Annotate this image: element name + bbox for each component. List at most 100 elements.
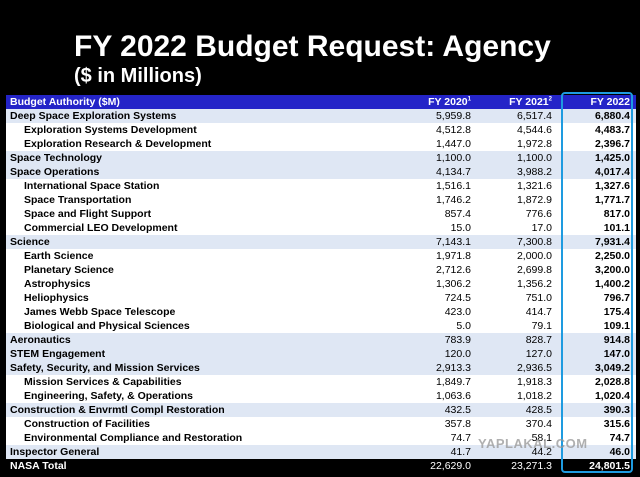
- value-cell: 751.0: [525, 292, 552, 304]
- value-cell: 4,483.7: [594, 124, 630, 136]
- table-row: Aeronautics 783.9 828.7 914.8: [6, 333, 636, 347]
- value-cell: 390.3: [603, 404, 630, 416]
- value-cell: 23,271.3: [511, 460, 552, 472]
- value-cell: 1,425.0: [594, 152, 630, 164]
- value-cell: 1,516.1: [435, 180, 471, 192]
- table-row: Biological and Physical Sciences 5.0 79.1 1…: [6, 319, 636, 333]
- value-cell: 44.2: [531, 446, 552, 458]
- column-header: Budget Authority ($M): [10, 96, 120, 108]
- value-cell: 828.7: [525, 334, 552, 346]
- value-cell: 857.4: [444, 208, 471, 220]
- table-row: Science 7,143.1 7,300.8 7,931.4: [6, 235, 636, 249]
- value-cell: 4,134.7: [435, 166, 471, 178]
- title: FY 2022 Budget Request: Agency: [74, 30, 551, 63]
- table-row: Construction of Facilities 357.8 370.4 315.…: [6, 417, 636, 431]
- row-label: Safety, Security, and Mission Services: [10, 362, 200, 374]
- row-label: Mission Services & Capabilities: [24, 376, 182, 388]
- column-header: FY 20212: [509, 95, 552, 109]
- table-row: Astrophysics 1,306.2 1,356.2 1,400.2: [6, 277, 636, 291]
- table-row: Exploration Research & Development 1,447.…: [6, 137, 636, 151]
- table-row: Planetary Science 2,712.6 2,699.8 3,200.0: [6, 263, 636, 277]
- value-cell: 22,629.0: [430, 460, 471, 472]
- row-label: Aeronautics: [10, 334, 71, 346]
- row-label: Construction of Facilities: [24, 418, 151, 430]
- row-label: Exploration Systems Development: [24, 124, 197, 136]
- value-cell: 1,100.0: [516, 152, 552, 164]
- table-row: Heliophysics 724.5 751.0 796.7: [6, 291, 636, 305]
- column-header: FY 20201: [428, 95, 471, 109]
- row-label: Heliophysics: [24, 292, 89, 304]
- row-label: Engineering, Safety, & Operations: [24, 390, 194, 402]
- row-label: Deep Space Exploration Systems: [10, 110, 177, 122]
- footnote-mark: 2: [548, 96, 552, 103]
- row-label: Space Transportation: [24, 194, 132, 206]
- row-label: James Webb Space Telescope: [24, 306, 176, 318]
- value-cell: 24,801.5: [589, 460, 630, 472]
- value-cell: 7,143.1: [435, 236, 471, 248]
- value-cell: 357.8: [444, 418, 471, 430]
- value-cell: 147.0: [603, 348, 630, 360]
- value-cell: 1,849.7: [435, 376, 471, 388]
- row-label: Astrophysics: [24, 278, 91, 290]
- value-cell: 414.7: [525, 306, 552, 318]
- value-cell: 914.8: [603, 334, 630, 346]
- row-label: International Space Station: [24, 180, 160, 192]
- value-cell: 2,936.5: [516, 362, 552, 374]
- value-cell: 3,049.2: [594, 362, 630, 374]
- table-row: Space Transportation 1,746.2 1,872.9 1,771.…: [6, 193, 636, 207]
- column-label: FY 2020: [428, 96, 468, 108]
- value-cell: 5.0: [456, 320, 471, 332]
- value-cell: 15.0: [450, 222, 471, 234]
- row-label: Construction & Envrmtl Compl Restoration: [10, 404, 225, 416]
- value-cell: 1,356.2: [516, 278, 552, 290]
- value-cell: 74.7: [609, 432, 630, 444]
- value-cell: 724.5: [444, 292, 471, 304]
- value-cell: 1,018.2: [516, 390, 552, 402]
- value-cell: 7,300.8: [516, 236, 552, 248]
- value-cell: 3,988.2: [516, 166, 552, 178]
- value-cell: 1,918.3: [516, 376, 552, 388]
- value-cell: 428.5: [525, 404, 552, 416]
- value-cell: 1,020.4: [594, 390, 630, 402]
- value-cell: 46.0: [609, 446, 630, 458]
- row-label: Science: [10, 236, 50, 248]
- value-cell: 783.9: [444, 334, 471, 346]
- value-cell: 1,327.6: [594, 180, 630, 192]
- value-cell: 1,771.7: [594, 194, 630, 206]
- watermark: YAPLAKAL.COM: [478, 436, 588, 451]
- table-row: James Webb Space Telescope 423.0 414.7 175.…: [6, 305, 636, 319]
- row-label: STEM Engagement: [10, 348, 106, 360]
- row-label: Planetary Science: [24, 264, 114, 276]
- table-row: Environmental Compliance and Restoration…: [6, 431, 636, 445]
- value-cell: 6,880.4: [594, 110, 630, 122]
- row-label: Environmental Compliance and Restoration: [24, 432, 243, 444]
- table-row: STEM Engagement 120.0 127.0 147.0: [6, 347, 636, 361]
- row-label: Commercial LEO Development: [24, 222, 178, 234]
- row-label: Space and Flight Support: [24, 208, 152, 220]
- table-row: Earth Science 1,971.8 2,000.0 2,250.0: [6, 249, 636, 263]
- row-label: Space Technology: [10, 152, 102, 164]
- column-label: FY 2022: [590, 96, 630, 108]
- value-cell: 17.0: [531, 222, 552, 234]
- value-cell: 1,063.6: [435, 390, 471, 402]
- value-cell: 7,931.4: [594, 236, 630, 248]
- value-cell: 4,512.8: [435, 124, 471, 136]
- value-cell: 1,306.2: [435, 278, 471, 290]
- value-cell: 58.1: [531, 432, 552, 444]
- value-cell: 776.6: [525, 208, 552, 220]
- table-row: Space Technology 1,100.0 1,100.0 1,425.0: [6, 151, 636, 165]
- column-header: FY 2022: [590, 95, 630, 109]
- footnote-mark: 1: [467, 96, 471, 103]
- row-label: Exploration Research & Development: [24, 138, 212, 150]
- value-cell: 74.7: [450, 432, 471, 444]
- row-label: Space Operations: [10, 166, 100, 178]
- value-cell: 2,913.3: [435, 362, 471, 374]
- value-cell: 3,200.0: [594, 264, 630, 276]
- value-cell: 2,712.6: [435, 264, 471, 276]
- value-cell: 1,321.6: [516, 180, 552, 192]
- value-cell: 127.0: [525, 348, 552, 360]
- value-cell: 1,100.0: [435, 152, 471, 164]
- value-cell: 101.1: [603, 222, 630, 234]
- row-label: Inspector General: [10, 446, 100, 458]
